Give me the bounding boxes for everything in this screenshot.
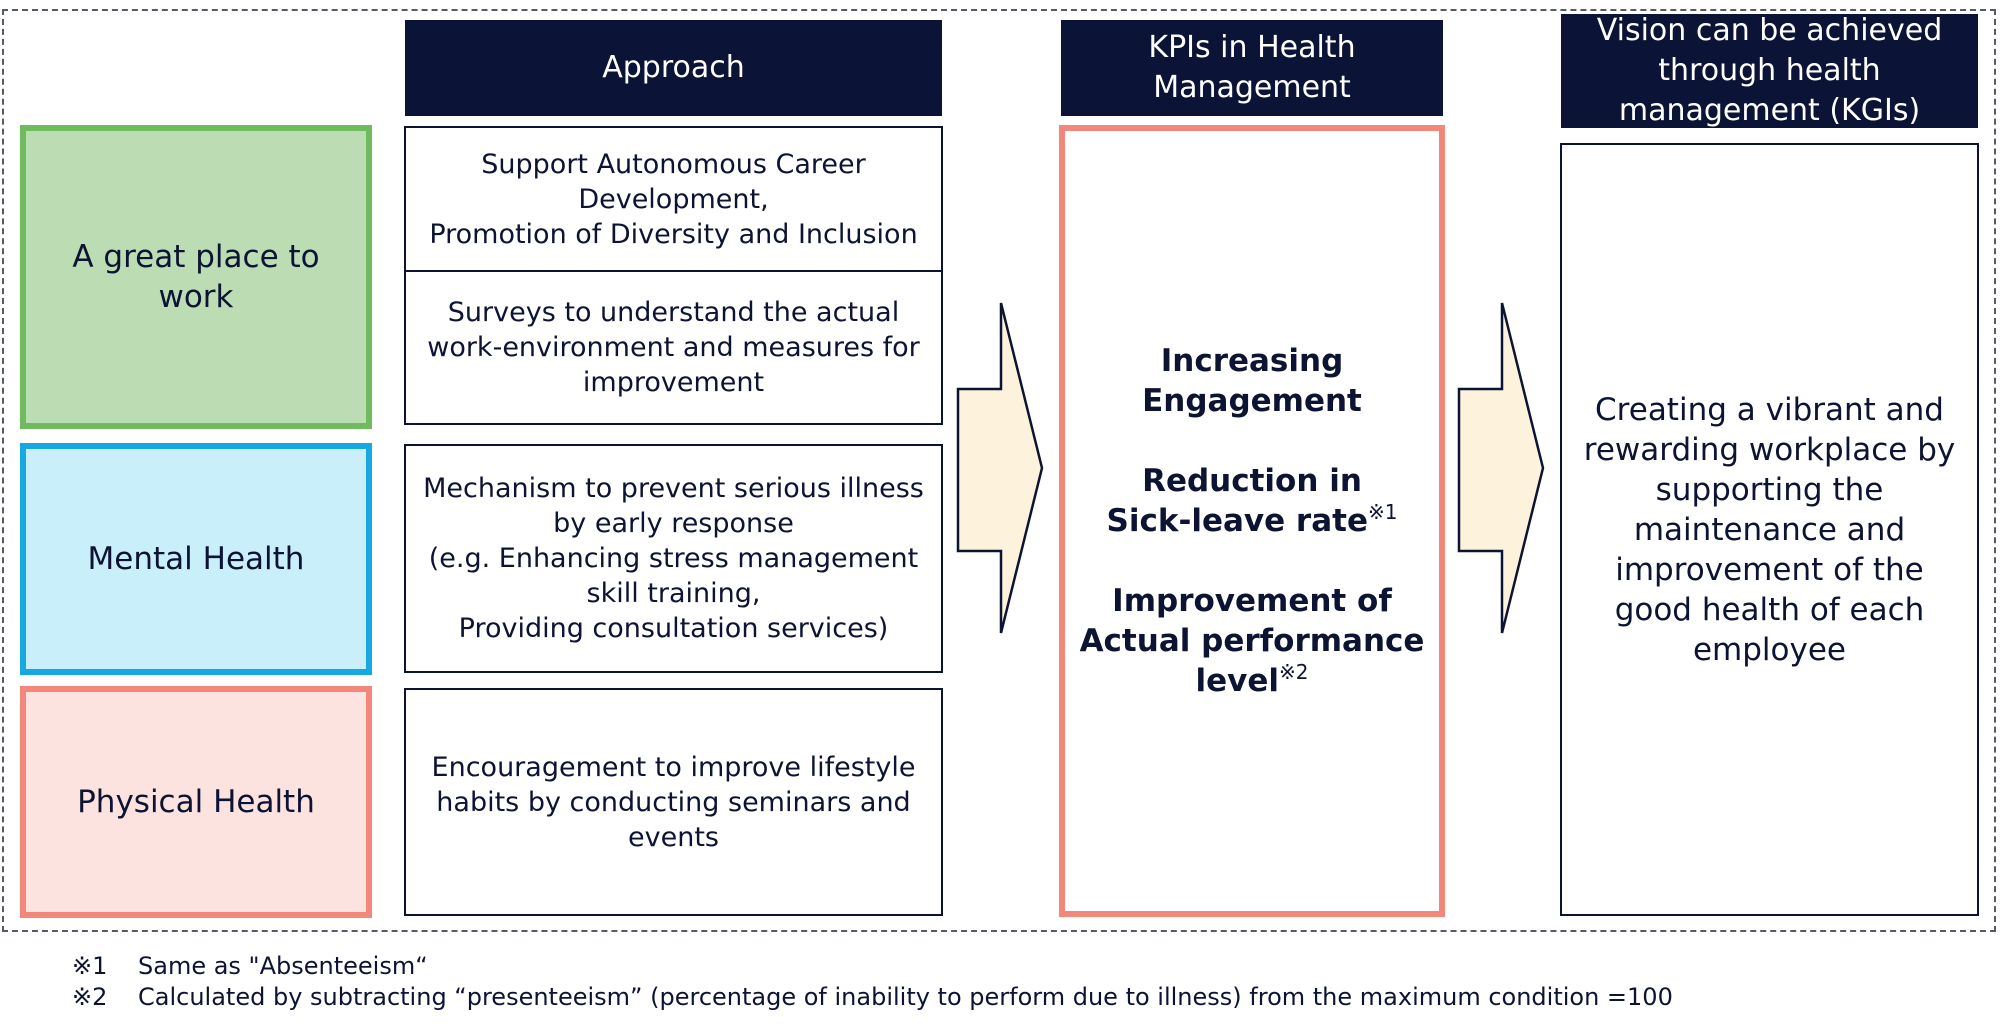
kpi-note-1: ※1: [1367, 500, 1398, 524]
kpi-increasing-engagement: Increasing Engagement: [1065, 341, 1439, 421]
footnote-1: ※1 Same as "Absenteeism“: [72, 951, 428, 981]
kpi-item-1-text: Increasing Engagement: [1142, 343, 1362, 419]
kpi-box: Increasing Engagement Reduction in Sick-…: [1059, 125, 1445, 917]
footnote-1-mark: ※1: [72, 952, 108, 980]
right-arrow-2: [1457, 302, 1545, 634]
kpi-sick-leave-rate: Reduction in Sick-leave rate※1: [1065, 461, 1439, 541]
footnote-2-mark: ※2: [72, 983, 108, 1011]
footnote-2: ※2 Calculated by subtracting “presenteeis…: [72, 982, 1673, 1012]
vision-box: Creating a vibrant and rewarding workpla…: [1560, 143, 1979, 916]
approach-mental-mechanism: Mechanism to prevent serious illness by …: [404, 444, 943, 673]
right-arrow-1: [956, 302, 1044, 634]
approach-lifestyle-habits: Encouragement to improve lifestyle habit…: [404, 688, 943, 916]
approach-career-diversity: Support Autonomous Career Development, P…: [404, 126, 943, 272]
footnote-2-text: Calculated by subtracting “presenteeism”…: [138, 983, 1673, 1011]
kpi-note-2: ※2: [1279, 660, 1309, 684]
kpi-actual-performance: Improvement of Actual performance level※…: [1065, 581, 1439, 701]
vision-header: Vision can be achieved through health ma…: [1561, 13, 1978, 128]
footnote-1-text: Same as "Absenteeism“: [138, 952, 428, 980]
category-great-place-to-work: A great place to work: [20, 125, 372, 429]
approach-header: Approach: [405, 20, 942, 116]
kpi-item-3-text: Improvement of Actual performance level: [1079, 583, 1425, 699]
kpi-item-2-text: Reduction in Sick-leave rate: [1106, 463, 1368, 539]
category-mental-health: Mental Health: [20, 443, 372, 675]
kpi-header: KPIs in Health Management: [1061, 20, 1443, 116]
approach-surveys: Surveys to understand the actual work-en…: [404, 270, 943, 425]
category-physical-health: Physical Health: [20, 686, 372, 918]
diagram-frame: [2, 9, 1996, 932]
